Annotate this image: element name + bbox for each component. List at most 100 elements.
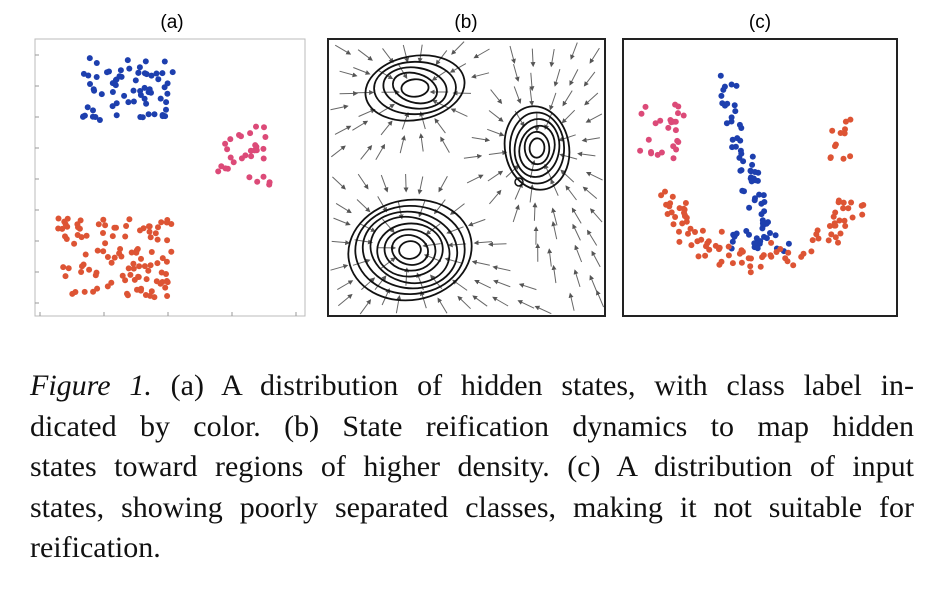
dot	[705, 238, 712, 245]
dot	[759, 225, 766, 232]
panel-label: (c)	[749, 12, 771, 33]
streamline	[434, 118, 446, 134]
dot	[163, 219, 170, 226]
dot	[829, 127, 836, 134]
dot	[706, 246, 713, 253]
dot	[835, 239, 841, 246]
dot	[828, 231, 835, 238]
dot	[158, 219, 165, 226]
dot	[154, 236, 161, 243]
contour	[354, 204, 466, 296]
streamline	[534, 305, 552, 315]
dot	[260, 173, 267, 180]
streamline	[466, 174, 484, 184]
caption-line: reification.	[30, 531, 161, 564]
streamline	[440, 136, 450, 153]
dot	[826, 223, 833, 229]
streamline	[337, 293, 353, 307]
dot	[757, 263, 764, 270]
streamline	[577, 151, 596, 157]
streamline	[551, 221, 558, 240]
dot	[98, 91, 105, 98]
streamline	[356, 199, 371, 213]
dot	[739, 187, 746, 194]
dot	[845, 205, 852, 212]
dot	[760, 192, 767, 199]
streamline	[565, 185, 577, 201]
dot	[246, 174, 253, 181]
streamline	[332, 176, 346, 190]
dot	[785, 240, 792, 247]
streamline	[568, 292, 575, 311]
dot	[121, 92, 128, 99]
streamline	[330, 145, 346, 158]
contour	[369, 215, 451, 285]
dot	[763, 235, 770, 242]
streamline	[331, 240, 351, 246]
streamline	[472, 295, 488, 307]
streamline	[378, 103, 395, 114]
streamline	[471, 72, 490, 79]
streamline	[514, 182, 523, 200]
dot	[729, 238, 736, 245]
streamline	[488, 150, 508, 156]
caption-line: dicated by color. (b) State reification …	[30, 409, 914, 443]
dot	[837, 230, 844, 237]
dot	[63, 236, 70, 242]
dot	[692, 229, 698, 235]
dot	[729, 260, 736, 267]
dot	[767, 230, 773, 236]
dot	[260, 155, 267, 162]
streamline	[334, 44, 352, 55]
dot	[638, 110, 645, 117]
dot	[729, 144, 736, 151]
dot	[90, 86, 97, 93]
dot	[142, 58, 149, 65]
dot	[847, 116, 854, 123]
streamline	[585, 171, 603, 181]
dot	[738, 259, 745, 266]
streamline	[589, 208, 603, 223]
streamline	[529, 87, 535, 106]
dot	[130, 260, 137, 267]
dot	[798, 253, 805, 260]
dot	[248, 153, 255, 160]
dot	[109, 80, 116, 87]
streamline	[492, 265, 511, 272]
dot	[808, 248, 815, 255]
dot	[759, 220, 766, 227]
streamline	[357, 49, 373, 61]
streamline	[431, 99, 449, 109]
dot	[215, 168, 222, 175]
streamline	[488, 241, 507, 247]
dot	[728, 81, 735, 88]
streamline	[452, 279, 468, 291]
streamline	[377, 196, 388, 213]
dot	[672, 118, 679, 125]
dot	[747, 167, 754, 174]
dot	[117, 246, 124, 252]
dot	[135, 273, 142, 280]
dot	[809, 237, 816, 244]
dot	[84, 104, 91, 111]
dot	[137, 227, 143, 234]
contour	[508, 111, 566, 185]
dot	[658, 149, 665, 156]
dot	[767, 252, 774, 259]
dot	[772, 232, 779, 239]
scatter-points	[55, 55, 867, 301]
dot	[749, 153, 756, 160]
streamline	[357, 173, 369, 190]
streamline	[352, 120, 369, 131]
dot	[732, 108, 739, 115]
contour	[347, 198, 473, 302]
dot	[141, 70, 148, 77]
dot	[681, 206, 688, 213]
dot	[100, 248, 107, 255]
dot	[825, 237, 832, 244]
dot	[672, 101, 679, 108]
streamline	[353, 67, 371, 75]
streamline	[550, 178, 559, 196]
streamline	[419, 111, 426, 130]
dot	[738, 247, 745, 254]
